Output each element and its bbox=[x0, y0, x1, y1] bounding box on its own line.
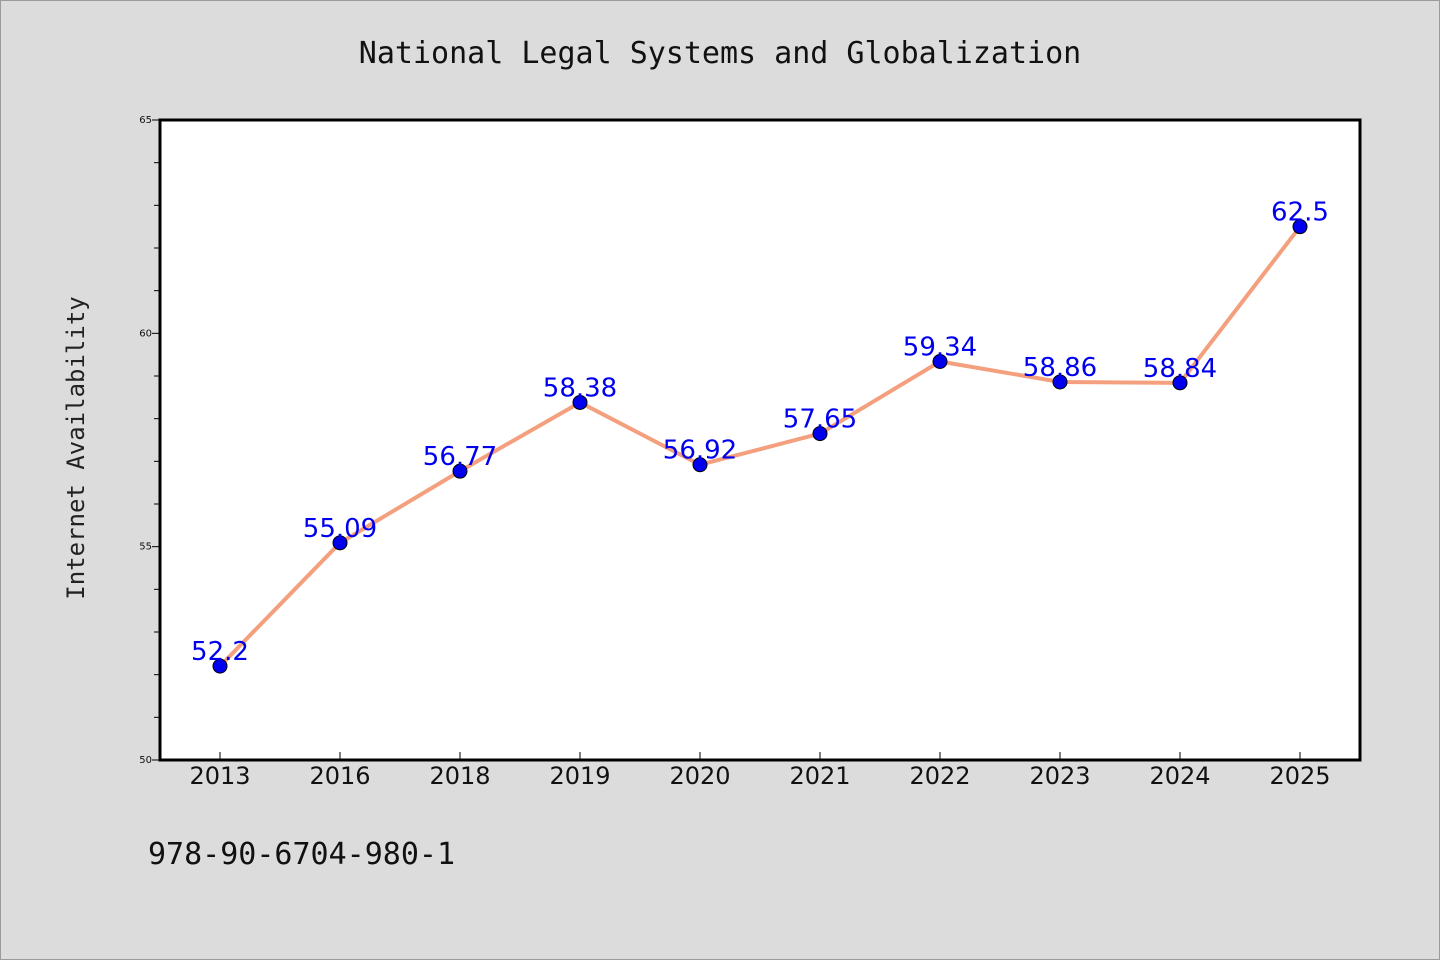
chart-title: National Legal Systems and Globalization bbox=[359, 36, 1081, 71]
x-axis-ticks: 2013 2016 2018 2019 2020 2021 2022 2023 2024 2025 bbox=[189, 752, 1331, 790]
data-label: 52.2 bbox=[191, 637, 249, 667]
y-tick-label: 55 bbox=[139, 542, 152, 553]
data-label: 55.09 bbox=[303, 514, 377, 544]
data-label: 58.86 bbox=[1023, 353, 1097, 383]
x-tick-label: 2023 bbox=[1029, 762, 1090, 790]
y-axis-ticks: 50 55 60 65 bbox=[139, 115, 160, 766]
data-point bbox=[1172, 375, 1188, 391]
y-tick-label: 50 bbox=[139, 755, 152, 766]
data-label: 59.34 bbox=[903, 332, 977, 362]
data-point bbox=[452, 463, 468, 479]
x-tick-label: 2025 bbox=[1269, 762, 1330, 790]
x-tick-label: 2020 bbox=[669, 762, 730, 790]
x-tick-label: 2018 bbox=[429, 762, 490, 790]
y-tick-label: 60 bbox=[139, 328, 152, 339]
data-label: 62.5 bbox=[1271, 198, 1329, 228]
data-point bbox=[932, 353, 948, 369]
data-point bbox=[1292, 219, 1308, 235]
data-point bbox=[812, 426, 828, 442]
data-point bbox=[692, 457, 708, 473]
series-line bbox=[218, 224, 1302, 669]
x-tick-label: 2024 bbox=[1149, 762, 1210, 790]
x-tick-label: 2013 bbox=[189, 762, 250, 790]
plot-area bbox=[158, 118, 1362, 762]
data-label: 58.38 bbox=[543, 373, 617, 403]
data-point bbox=[332, 535, 348, 551]
x-tick-label: 2022 bbox=[909, 762, 970, 790]
x-tick-label: 2021 bbox=[789, 762, 850, 790]
series-line-group bbox=[218, 224, 1302, 669]
data-labels-group: 52.2 55.09 56.77 58.38 56.92 57.65 59.34 58.86 5… bbox=[191, 198, 1329, 667]
isbn-footer: 978-90-6704-980-1 bbox=[148, 837, 455, 872]
x-tick-label: 2016 bbox=[309, 762, 370, 790]
data-point bbox=[212, 658, 228, 674]
data-label: 56.77 bbox=[423, 442, 497, 472]
series-markers-group bbox=[212, 219, 1308, 674]
data-label: 57.65 bbox=[783, 405, 857, 435]
x-tick-label: 2019 bbox=[549, 762, 610, 790]
data-label: 56.92 bbox=[663, 436, 737, 466]
data-label: 58.84 bbox=[1143, 354, 1217, 384]
y-tick-label: 65 bbox=[139, 115, 152, 126]
y-axis-label: Internet Availability bbox=[62, 296, 90, 599]
data-point bbox=[1052, 374, 1068, 390]
data-point bbox=[572, 394, 588, 410]
